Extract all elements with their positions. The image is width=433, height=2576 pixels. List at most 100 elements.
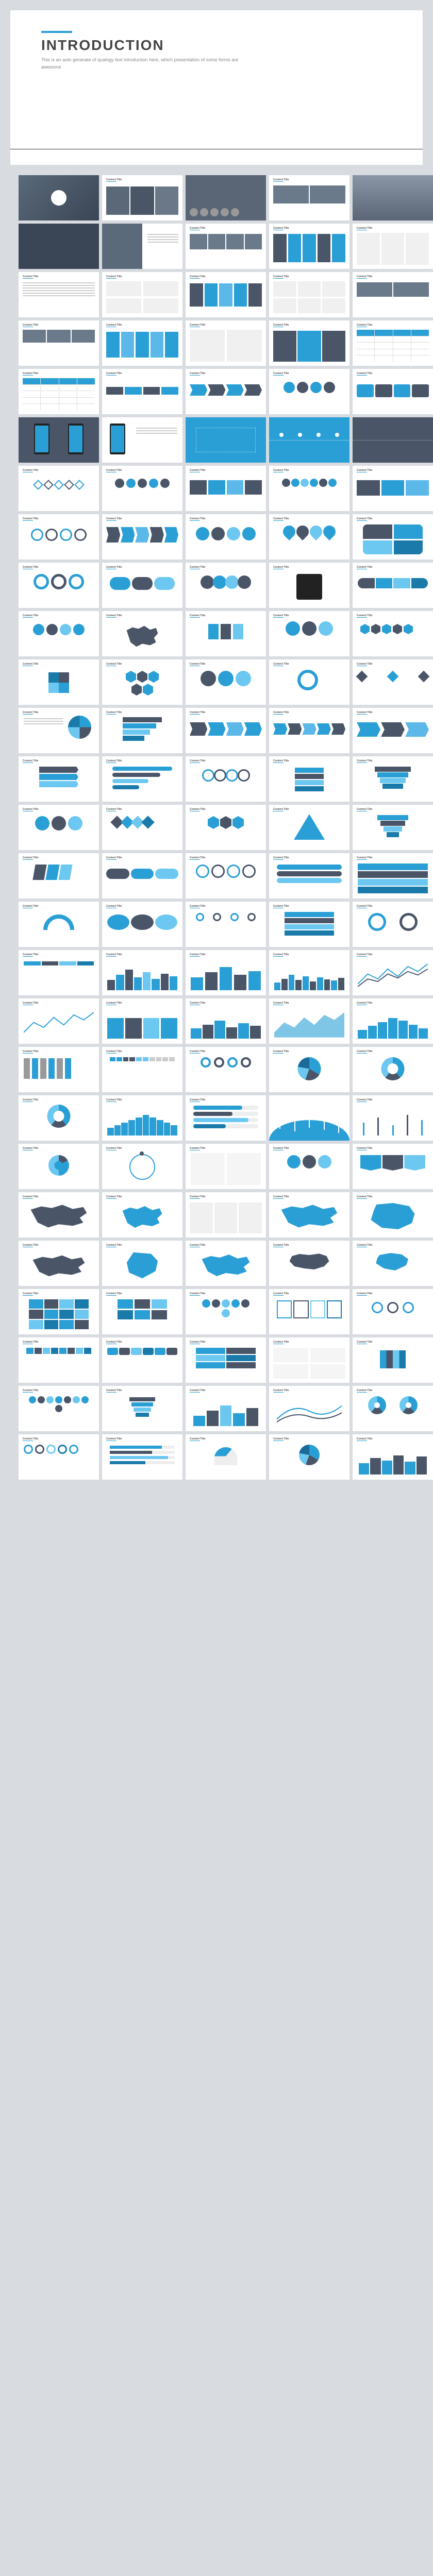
slide-thumb[interactable]: Content Title (102, 466, 182, 511)
slide-thumb[interactable] (269, 417, 349, 463)
slide-thumb[interactable] (102, 224, 182, 269)
slide-thumb[interactable]: Content Title (269, 1144, 349, 1189)
slide-thumb[interactable]: Content Title (353, 998, 433, 1044)
slide-thumb[interactable]: Content Title (19, 320, 99, 366)
slide-thumb[interactable]: Content Title (353, 369, 433, 414)
slide-thumb[interactable]: Content Title (186, 1047, 266, 1092)
slide-thumb[interactable]: Content Title (102, 950, 182, 995)
slide-thumb[interactable]: Content Title (186, 1386, 266, 1431)
slide-thumb[interactable] (353, 417, 433, 463)
slide-thumb[interactable]: Content Title (269, 1386, 349, 1431)
slide-thumb[interactable]: Content Title (269, 175, 349, 221)
slide-thumb[interactable]: Content Title (353, 1095, 433, 1141)
slide-thumb[interactable]: Content Title (186, 1192, 266, 1238)
slide-thumb[interactable]: Content Title (353, 320, 433, 366)
slide-thumb[interactable]: Content Title (269, 224, 349, 269)
slide-thumb[interactable]: Content Title (269, 1289, 349, 1334)
slide-thumb[interactable]: Content Title (102, 853, 182, 899)
slide-thumb[interactable]: Content Title (102, 369, 182, 414)
slide-thumb[interactable]: Content Title (19, 1289, 99, 1334)
slide-thumb[interactable]: Content Title (19, 708, 99, 753)
slide-thumb[interactable]: Content Title (353, 1047, 433, 1092)
slide-thumb[interactable]: Content Title (19, 805, 99, 850)
slide-thumb[interactable]: Content Title (186, 611, 266, 656)
slide-thumb[interactable]: Content Title (19, 659, 99, 705)
slide-thumb[interactable]: Content Title (353, 853, 433, 899)
slide-thumb[interactable]: Content Title (186, 1337, 266, 1383)
slide-thumb[interactable]: Content Title (353, 272, 433, 317)
slide-thumb[interactable]: Content Title (19, 1386, 99, 1431)
slide-thumb[interactable] (19, 417, 99, 463)
slide-thumb[interactable]: Content Title (19, 1337, 99, 1383)
slide-thumb[interactable]: Content Title (186, 853, 266, 899)
slide-thumb[interactable]: Content Title (353, 563, 433, 608)
slide-thumb[interactable]: Content Title (353, 902, 433, 947)
slide-thumb[interactable] (19, 224, 99, 269)
slide-thumb[interactable]: Content Title (186, 659, 266, 705)
slide-thumb[interactable]: Content Title (186, 805, 266, 850)
slide-thumb[interactable]: Content Title (186, 563, 266, 608)
slide-thumb[interactable] (186, 417, 266, 463)
slide-thumb[interactable]: Content Title (269, 466, 349, 511)
slide-thumb[interactable]: Content Title (353, 805, 433, 850)
slide-thumb[interactable]: Content Title (353, 1289, 433, 1334)
slide-thumb[interactable]: Content Title (19, 514, 99, 560)
slide-thumb[interactable]: Content Title (102, 611, 182, 656)
slide-thumb[interactable]: Content Title (186, 224, 266, 269)
slide-thumb[interactable]: Content Title (269, 1241, 349, 1286)
slide-thumb[interactable]: Content Title (186, 466, 266, 511)
slide-thumb[interactable]: Content Title (102, 1241, 182, 1286)
slide-thumb[interactable] (269, 1095, 349, 1141)
slide-thumb[interactable]: Content Title (19, 1241, 99, 1286)
slide-thumb[interactable]: Content Title (353, 611, 433, 656)
slide-thumb[interactable]: Content Title (353, 1386, 433, 1431)
slide-thumb[interactable]: Content Title (353, 1434, 433, 1480)
slide-thumb[interactable]: Content Title (186, 1241, 266, 1286)
slide-thumb[interactable]: Content Title (269, 756, 349, 802)
slide-thumb[interactable]: Content Title (19, 998, 99, 1044)
slide-thumb[interactable]: Content Title (19, 466, 99, 511)
slide-thumb[interactable]: Content Title (353, 1192, 433, 1238)
slide-thumb[interactable]: Content Title (102, 708, 182, 753)
slide-thumb[interactable]: Content Title (186, 1095, 266, 1141)
slide-thumb[interactable]: Content Title (19, 563, 99, 608)
slide-thumb[interactable] (102, 417, 182, 463)
slide-thumb[interactable]: Content Title (19, 272, 99, 317)
slide-thumb[interactable]: Content Title (102, 1386, 182, 1431)
slide-thumb[interactable] (19, 175, 99, 221)
slide-thumb[interactable]: Content Title (102, 659, 182, 705)
slide-thumb[interactable]: Content Title (269, 514, 349, 560)
slide-thumb[interactable]: Content Title (102, 1289, 182, 1334)
slide-thumb[interactable]: Content Title (19, 1434, 99, 1480)
slide-thumb[interactable]: Content Title (269, 998, 349, 1044)
slide-thumb[interactable]: Content Title (186, 756, 266, 802)
slide-thumb[interactable]: Content Title (102, 175, 182, 221)
slide-thumb[interactable]: Content Title (353, 1144, 433, 1189)
slide-thumb[interactable]: Content Title (19, 1095, 99, 1141)
slide-thumb[interactable]: Content Title (186, 320, 266, 366)
slide-thumb[interactable]: Content Title (186, 708, 266, 753)
slide-thumb[interactable]: Content Title (19, 853, 99, 899)
slide-thumb[interactable]: Content Title (269, 805, 349, 850)
slide-thumb[interactable]: Content Title (353, 514, 433, 560)
slide-thumb[interactable]: Content Title (102, 902, 182, 947)
slide-thumb[interactable]: Content Title (269, 320, 349, 366)
slide-thumb[interactable]: Content Title (353, 224, 433, 269)
slide-thumb[interactable]: Content Title (186, 369, 266, 414)
slide-thumb[interactable]: Content Title (269, 902, 349, 947)
slide-thumb[interactable]: Content Title (19, 756, 99, 802)
slide-thumb[interactable]: Content Title (186, 1434, 266, 1480)
slide-thumb[interactable]: Content Title (353, 1337, 433, 1383)
slide-thumb[interactable]: Content Title (102, 1337, 182, 1383)
slide-thumb[interactable]: Content Title (19, 1144, 99, 1189)
slide-thumb[interactable]: Content Title (353, 708, 433, 753)
slide-thumb[interactable]: Content Title (102, 1434, 182, 1480)
slide-thumb[interactable]: Content Title (269, 369, 349, 414)
slide-thumb[interactable]: Content Title (102, 1095, 182, 1141)
slide-thumb[interactable]: Content Title (19, 1192, 99, 1238)
slide-thumb[interactable]: Content Title (269, 708, 349, 753)
slide-thumb[interactable]: Content Title (19, 1047, 99, 1092)
slide-thumb[interactable]: Content Title (269, 853, 349, 899)
slide-thumb[interactable]: Content Title (19, 369, 99, 414)
slide-thumb[interactable]: Content Title (186, 1144, 266, 1189)
